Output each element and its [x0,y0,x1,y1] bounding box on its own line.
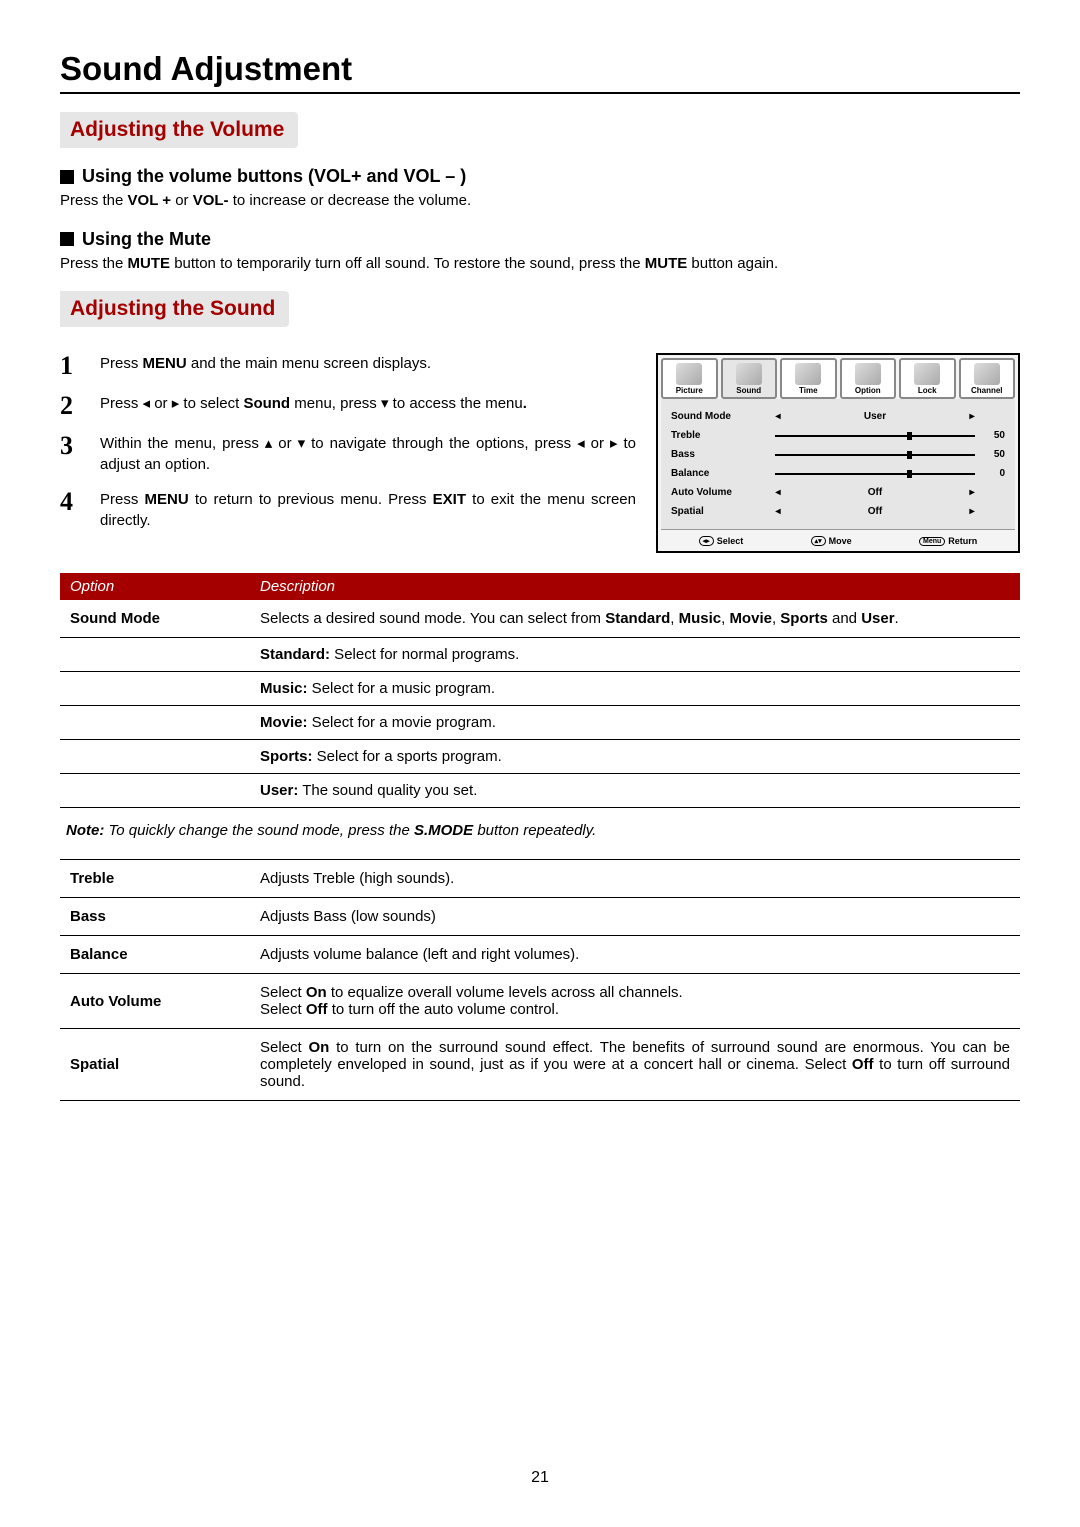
sub-desc: Standard: Select for normal programs. [250,638,1020,672]
option-name: Spatial [60,1029,250,1101]
page-number: 21 [0,1469,1080,1487]
sub-desc: Music: Select for a music program. [250,672,1020,706]
subheading-text: Using the Mute [82,229,211,250]
osd-tab-option: Option [840,358,897,399]
osd-tab-time: Time [780,358,837,399]
osd-row: Spatial◂Off▸ [671,502,1005,521]
step-text: Press MENU and the main menu screen disp… [100,353,636,374]
option-name: Balance [60,936,250,974]
options-table-2: TrebleAdjusts Treble (high sounds). Bass… [60,859,1020,1101]
step-number: 3 [60,433,100,459]
option-icon [855,363,881,385]
section-adjusting-sound: Adjusting the Sound [60,291,289,327]
step-1: 1 Press MENU and the main menu screen di… [60,353,636,379]
step-number: 1 [60,353,100,379]
option-name: Auto Volume [60,974,250,1029]
option-name: Bass [60,898,250,936]
osd-row: Treble50 [671,426,1005,445]
step-3: 3 Within the menu, press ▴ or ▾ to navig… [60,433,636,475]
osd-tab-picture: Picture [661,358,718,399]
left-right-icon: ◂▸ [699,536,714,546]
option-desc: Adjusts Treble (high sounds). [250,860,1020,898]
option-desc: Select On to turn on the surround sound … [250,1029,1020,1101]
section-adjusting-volume: Adjusting the Volume [60,112,298,148]
step-text: Within the menu, press ▴ or ▾ to navigat… [100,433,636,475]
step-4: 4 Press MENU to return to previous menu.… [60,489,636,531]
vol-buttons-text: Press the VOL + or VOL- to increase or d… [60,191,1020,211]
osd-footer-select: ◂▸Select [699,536,744,546]
note-text: Note: To quickly change the sound mode, … [66,822,1020,839]
option-desc: Adjusts volume balance (left and right v… [250,936,1020,974]
subheading-text: Using the volume buttons (VOL+ and VOL –… [82,166,466,187]
row-music: Music: Select for a music program. [60,672,1020,706]
osd-tab-sound: Sound [721,358,778,399]
subheading-vol-buttons: Using the volume buttons (VOL+ and VOL –… [60,166,1020,187]
channel-icon [974,363,1000,385]
osd-row: Sound Mode◂User▸ [671,407,1005,426]
table-header: Option Description [60,573,1020,600]
subheading-mute: Using the Mute [60,229,1020,250]
mute-text: Press the MUTE button to temporarily tur… [60,254,1020,274]
osd-tabs: Picture Sound Time Option Lock Channel [661,358,1015,399]
step-text: Press ◂ or ▸ to select Sound menu, press… [100,393,636,414]
option-name: Sound Mode [60,600,250,638]
osd-menu-screenshot: Picture Sound Time Option Lock Channel S… [656,353,1020,553]
option-desc: Adjusts Bass (low sounds) [250,898,1020,936]
step-number: 4 [60,489,100,515]
row-user: User: The sound quality you set. [60,774,1020,808]
osd-row: Balance0 [671,464,1005,483]
row-bass: BassAdjusts Bass (low sounds) [60,898,1020,936]
bullet-square-icon [60,232,74,246]
osd-footer-return: MenuReturn [919,536,977,546]
sub-desc: User: The sound quality you set. [250,774,1020,808]
row-sports: Sports: Select for a sports program. [60,740,1020,774]
steps-list: 1 Press MENU and the main menu screen di… [60,353,636,545]
bullet-square-icon [60,170,74,184]
option-desc: Select On to equalize overall volume lev… [250,974,1020,1029]
osd-body: Sound Mode◂User▸Treble50Bass50Balance0Au… [661,399,1015,529]
picture-icon [676,363,702,385]
osd-footer-move: ▴▾Move [811,536,852,546]
option-desc: Selects a desired sound mode. You can se… [250,600,1020,638]
row-sound-mode: Sound Mode Selects a desired sound mode.… [60,600,1020,638]
row-spatial: SpatialSelect On to turn on the surround… [60,1029,1020,1101]
step-text: Press MENU to return to previous menu. P… [100,489,636,531]
option-name: Treble [60,860,250,898]
row-standard: Standard: Select for normal programs. [60,638,1020,672]
step-2: 2 Press ◂ or ▸ to select Sound menu, pre… [60,393,636,419]
page-title: Sound Adjustment [60,50,1020,88]
osd-tab-channel: Channel [959,358,1016,399]
sub-desc: Sports: Select for a sports program. [250,740,1020,774]
lock-icon [914,363,940,385]
row-movie: Movie: Select for a movie program. [60,706,1020,740]
row-balance: BalanceAdjusts volume balance (left and … [60,936,1020,974]
osd-row: Bass50 [671,445,1005,464]
header-option: Option [60,573,250,600]
header-description: Description [250,573,1020,600]
osd-footer: ◂▸Select ▴▾Move MenuReturn [661,529,1015,548]
sound-icon [736,363,762,385]
osd-tab-lock: Lock [899,358,956,399]
row-treble: TrebleAdjusts Treble (high sounds). [60,860,1020,898]
up-down-icon: ▴▾ [811,536,826,546]
time-icon [795,363,821,385]
title-rule [60,92,1020,94]
options-table: Option Description Sound Mode Selects a … [60,573,1020,808]
menu-icon: Menu [919,537,945,546]
sub-desc: Movie: Select for a movie program. [250,706,1020,740]
osd-row: Auto Volume◂Off▸ [671,483,1005,502]
step-number: 2 [60,393,100,419]
row-auto-volume: Auto VolumeSelect On to equalize overall… [60,974,1020,1029]
